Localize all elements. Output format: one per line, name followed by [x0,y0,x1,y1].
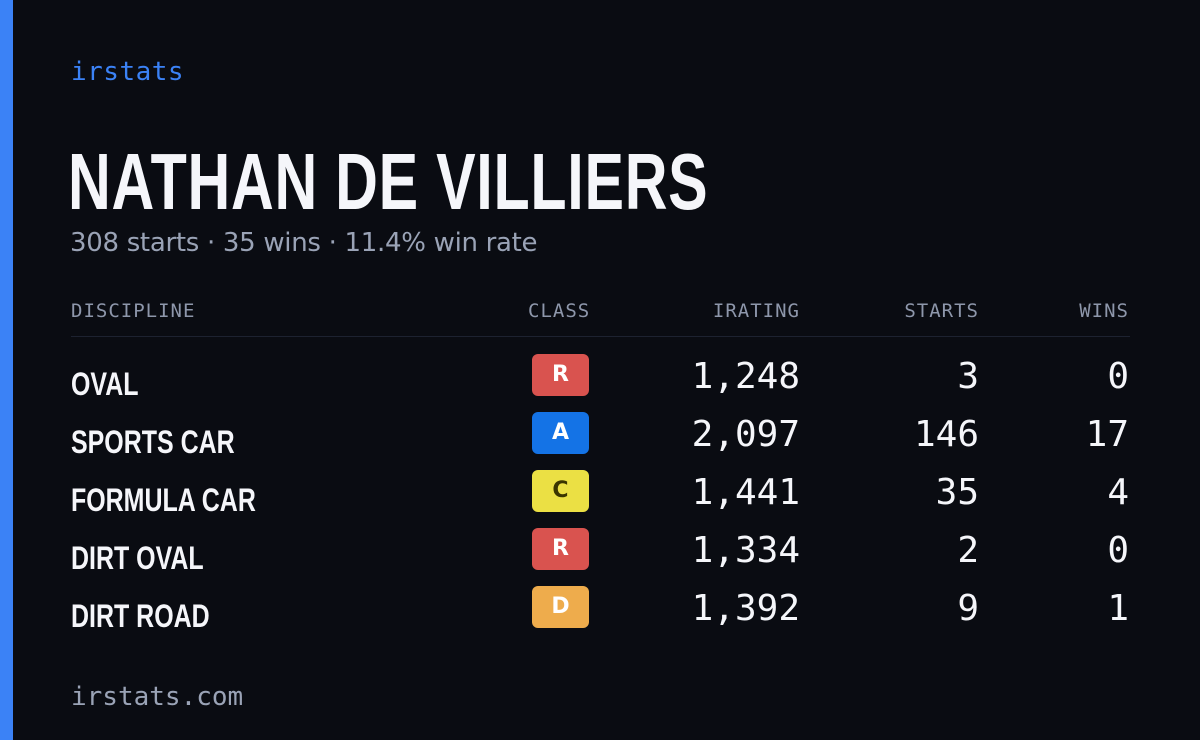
starts-value: 3 [957,356,979,397]
accent-bar [0,0,13,740]
starts-value: 2 [957,530,979,571]
driver-name: NATHAN DE VILLIERS [68,137,709,226]
license-class-badge: A [532,412,589,454]
column-header-wins: WINS [1079,300,1129,322]
footer-url[interactable]: irstats.com [71,682,244,712]
starts-value: 146 [913,414,979,455]
discipline-name: DIRT OVAL [71,540,204,576]
wins-value: 4 [1107,472,1129,513]
wins-value: 0 [1107,356,1129,397]
discipline-name: FORMULA CAR [71,482,256,518]
irating-value: 2,097 [691,414,800,455]
wins-value: 1 [1107,588,1129,629]
license-class-badge: R [532,528,589,570]
column-header-class: CLASS [528,300,591,322]
discipline-name: DIRT ROAD [71,598,210,634]
table-row: FORMULA CAR C 1,441 35 4 [0,470,1200,528]
starts-value: 9 [957,588,979,629]
irating-value: 1,248 [691,356,800,397]
starts-value: 35 [935,472,979,513]
driver-summary: 308 starts · 35 wins · 11.4% win rate [70,228,538,258]
header-divider [71,336,1130,337]
column-header-discipline: DISCIPLINE [71,300,196,322]
table-row: DIRT OVAL R 1,334 2 0 [0,528,1200,586]
license-class-badge: R [532,354,589,396]
brand-logo[interactable]: irstats [71,57,185,87]
discipline-name: OVAL [71,366,139,402]
table-row: DIRT ROAD D 1,392 9 1 [0,586,1200,644]
discipline-name: SPORTS CAR [71,424,235,460]
wins-value: 17 [1085,414,1129,455]
license-class-badge: D [532,586,589,628]
wins-value: 0 [1107,530,1129,571]
column-header-starts: STARTS [904,300,979,322]
license-class-badge: C [532,470,589,512]
irating-value: 1,392 [691,588,800,629]
table-row: OVAL R 1,248 3 0 [0,354,1200,412]
table-row: SPORTS CAR A 2,097 146 17 [0,412,1200,470]
irating-value: 1,441 [691,472,800,513]
irating-value: 1,334 [691,530,800,571]
column-header-irating: IRATING [712,300,800,322]
